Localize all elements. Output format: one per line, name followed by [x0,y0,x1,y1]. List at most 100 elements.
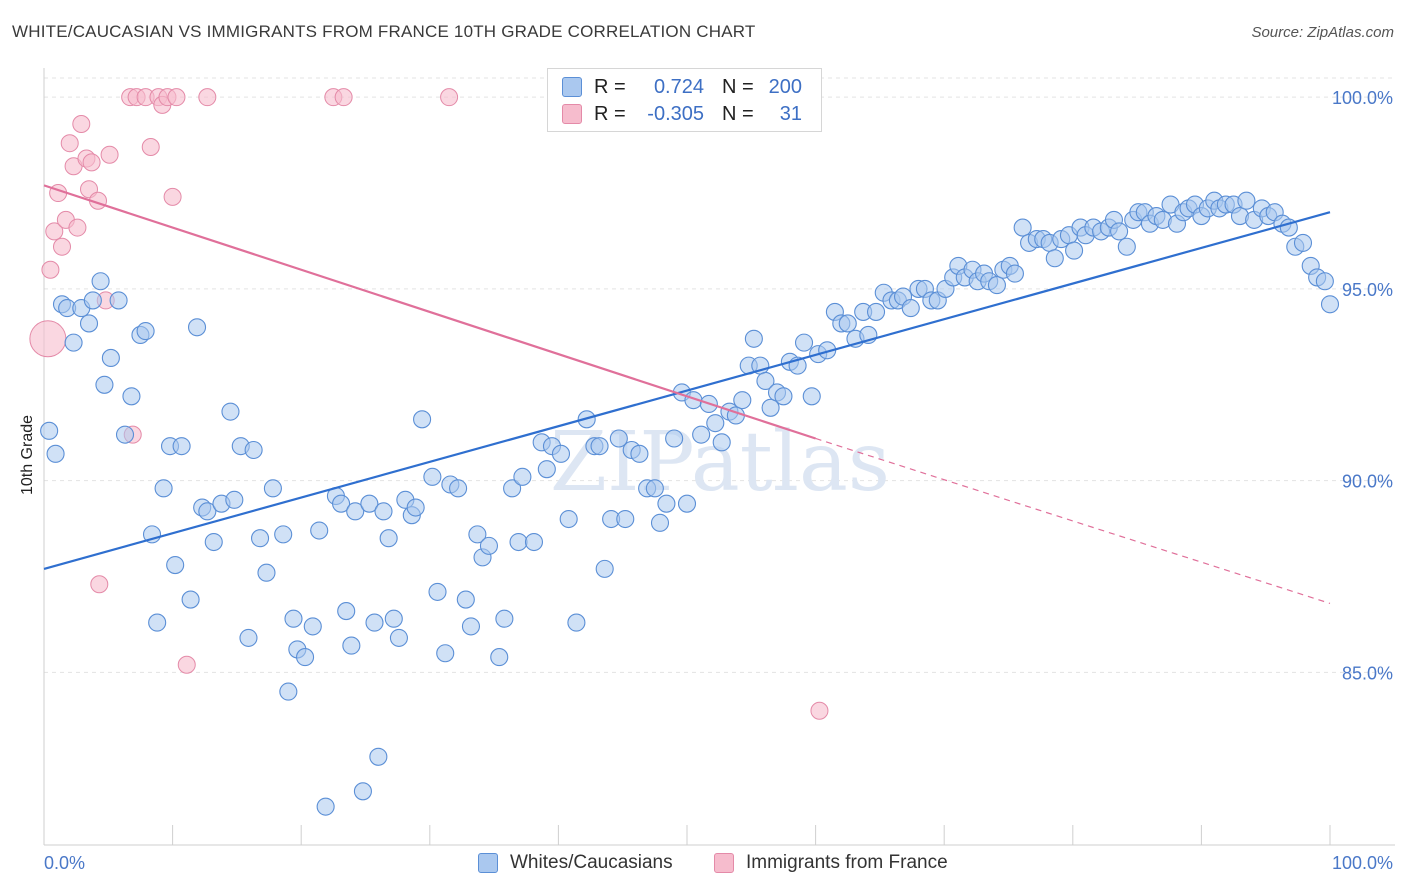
point-whites-caucasians [524,532,544,552]
point-whites-caucasians [101,348,120,368]
point-whites-caucasians [122,387,141,406]
point-whites-caucasians [1293,233,1313,252]
point-immigrants-from-france [163,187,182,206]
point-whites-caucasians [316,797,335,816]
point-whites-caucasians [590,437,609,456]
point-whites-caucasians [1013,218,1032,237]
series-immigrants-from-france [29,88,829,720]
y-tick-label: 90.0% [1342,472,1393,492]
point-whites-caucasians [595,559,614,578]
point-immigrants-from-france [100,145,119,164]
point-whites-caucasians [490,648,509,667]
point-whites-caucasians [1065,241,1084,260]
point-immigrants-from-france [334,88,353,107]
legend-row-france: R = -0.305 N = 31 [562,101,802,127]
point-whites-caucasians [706,414,725,433]
series-legend: Whites/Caucasians Immigrants from France [0,852,1406,878]
point-whites-caucasians [509,532,528,552]
point-immigrants-from-france [45,222,64,241]
point-whites-caucasians [284,609,303,628]
point-whites-caucasians [379,529,398,548]
point-whites-caucasians [630,444,649,463]
point-whites-caucasians [279,682,298,701]
point-whites-caucasians [374,502,393,521]
point-immigrants-from-france [82,153,101,172]
point-whites-caucasians [436,644,455,663]
legend-n-value: 200 [768,75,802,98]
point-whites-caucasians [346,502,365,521]
point-whites-caucasians [503,479,522,498]
point-whites-caucasians [461,617,481,636]
point-whites-caucasians [650,513,670,532]
point-immigrants-from-france [72,115,91,134]
point-whites-caucasians [428,582,447,601]
point-whites-caucasians [712,433,731,452]
point-whites-caucasians [1320,295,1340,314]
correlation-legend: R = 0.724 N = 200 R = -0.305 N = 31 [547,68,822,132]
legend-swatch-pink [562,104,582,124]
point-whites-caucasians [239,628,258,647]
point-whites-caucasians [342,636,361,655]
trend-line-whites-caucasians [43,211,1331,570]
legend-r-value: -0.305 [647,102,704,125]
point-whites-caucasians [109,291,128,310]
chart-title: WHITE/CAUCASIAN VS IMMIGRANTS FROM FRANC… [12,22,756,41]
point-whites-caucasians [774,387,793,406]
point-whites-caucasians [802,387,821,406]
axes [43,68,1395,846]
y-tick-label: 85.0% [1342,663,1393,683]
x-tick-label-left: 0.0% [44,853,85,873]
point-whites-caucasians [1005,264,1024,283]
point-whites-caucasians [665,429,684,448]
point-whites-caucasians [154,479,173,498]
legend-r-label: R = [594,75,626,98]
point-whites-caucasians [423,467,442,486]
point-whites-caucasians [79,314,99,333]
point-whites-caucasians [40,421,59,440]
legend-r-value: 0.724 [653,75,704,98]
legend-n-value: 31 [779,102,802,125]
point-whites-caucasians [657,494,676,513]
point-whites-caucasians [761,398,780,417]
point-immigrants-from-france [53,237,72,256]
point-whites-caucasians [172,437,191,456]
point-whites-caucasians [551,444,571,463]
legend-swatch-blue [478,853,498,873]
point-whites-caucasians [198,502,217,521]
x-tick-label-right: 100.0% [1332,853,1393,873]
point-whites-caucasians [148,613,167,632]
point-whites-caucasians [274,525,293,544]
point-whites-caucasians [413,410,432,429]
point-whites-caucasians [559,509,578,529]
y-tick-label: 100.0% [1332,88,1393,108]
point-whites-caucasians [468,525,487,544]
point-whites-caucasians [166,555,185,575]
point-whites-caucasians [744,329,763,348]
point-immigrants-from-france [60,134,79,153]
y-tick-label: 95.0% [1342,280,1393,300]
point-whites-caucasians [115,425,135,444]
trend-lines [43,184,1331,604]
point-whites-caucasians [692,425,711,444]
point-whites-caucasians [204,532,223,552]
point-whites-caucasians [1117,237,1136,256]
point-whites-caucasians [1315,272,1334,291]
point-whites-caucasians [756,371,775,391]
point-immigrants-from-france [198,88,217,107]
trend-line-immigrants-from-france [43,184,816,440]
legend-swatch-pink [714,853,734,873]
point-whites-caucasians [181,590,200,609]
point-whites-caucasians [987,276,1006,295]
source-label: Source: ZipAtlas.com [1251,24,1394,41]
point-whites-caucasians [567,613,586,632]
point-whites-caucasians [456,590,475,609]
point-whites-caucasians [406,498,425,517]
legend-n-label: N = [722,75,754,98]
point-immigrants-from-france [177,655,196,674]
point-whites-caucasians [91,272,110,291]
point-whites-caucasians [46,444,65,463]
point-whites-caucasians [310,521,329,540]
point-whites-caucasians [794,333,814,352]
point-whites-caucasians [733,391,752,410]
point-immigrants-from-france [167,88,186,107]
